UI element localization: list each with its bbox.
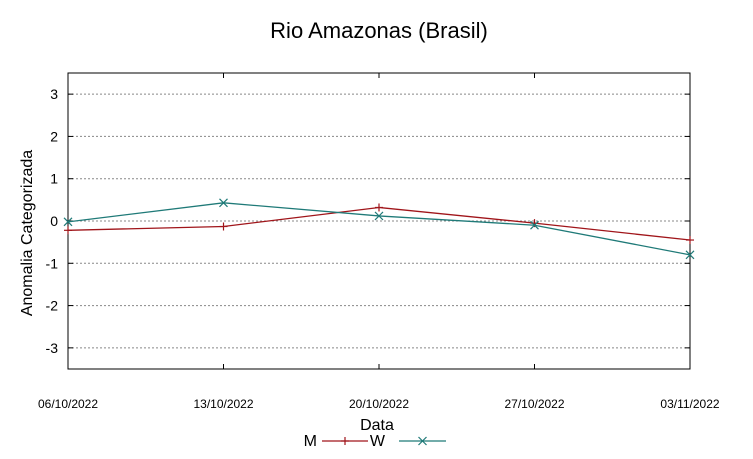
legend-item-M: M xyxy=(304,433,368,450)
x-tick-label: 13/10/2022 xyxy=(193,397,253,411)
data-point-W xyxy=(685,250,695,260)
y-axis-label: Anomalia Categorizada xyxy=(19,150,36,316)
data-point-W xyxy=(63,217,73,227)
data-point-M xyxy=(686,236,694,245)
series-line-M xyxy=(67,206,691,241)
y-tick-label: 2 xyxy=(50,128,58,144)
x-tick-label: 20/10/2022 xyxy=(349,397,409,411)
data-point-W xyxy=(374,211,384,221)
y-tick-label: 0 xyxy=(50,213,58,229)
series-W xyxy=(63,198,695,260)
chart-title: Rio Amazonas (Brasil) xyxy=(270,18,488,43)
y-tick-label: -2 xyxy=(46,298,59,314)
legend-item-W: W xyxy=(370,433,446,450)
data-point-M xyxy=(219,222,228,231)
y-tick-label: -1 xyxy=(46,255,59,271)
legend-label: M xyxy=(304,433,317,450)
x-tick-label: 27/10/2022 xyxy=(504,397,564,411)
data-point-W xyxy=(530,220,539,230)
x-axis-label: Data xyxy=(360,417,394,434)
data-point-W xyxy=(219,198,228,208)
x-tick-label: 06/10/2022 xyxy=(38,397,98,411)
legend-marker xyxy=(418,436,427,446)
legend-label: W xyxy=(370,433,386,450)
y-tick-label: 1 xyxy=(50,171,58,187)
x-tick-label: 03/11/2022 xyxy=(660,397,719,411)
data-point-M xyxy=(64,226,72,235)
x-axis-ticks: 06/10/2022 13/10/2022 20/10/2022 27/10/2022… xyxy=(38,73,720,411)
legend-marker xyxy=(341,437,349,445)
grid-lines xyxy=(68,93,690,349)
y-tick-label: -3 xyxy=(46,340,59,356)
series-layer xyxy=(63,198,695,260)
data-point-M xyxy=(375,203,383,212)
y-tick-label: 3 xyxy=(50,86,58,102)
